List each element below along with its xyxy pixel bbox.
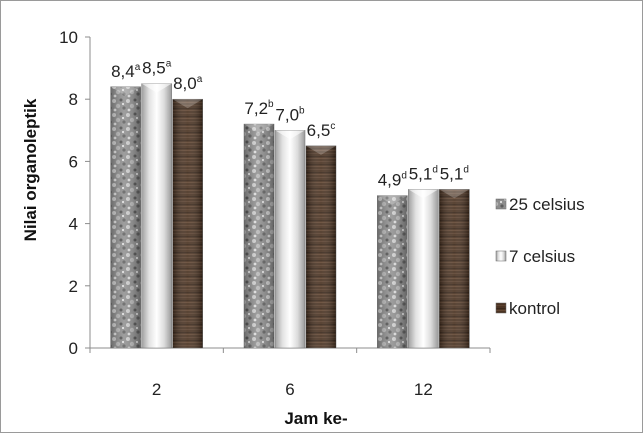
x-tick-label: 6 [285,380,294,399]
legend-swatch [495,250,507,262]
y-tick-label: 2 [69,277,78,296]
x-axis-title: Jam ke- [284,409,347,428]
significance-letter: c [330,121,335,132]
y-axis-title: Nilai organoleptik [21,98,40,241]
y-tick-label: 4 [69,215,78,234]
legend-item: kontrol [495,299,560,318]
legend-swatch [495,198,507,210]
significance-letter: a [197,74,203,85]
data-label: 8,0a [173,74,203,93]
data-label: 6,5c [307,121,336,140]
x-tick-label: 12 [414,380,433,399]
legend-label: 25 celsius [509,195,585,214]
significance-letter: d [432,164,438,175]
data-label: 5,1d [440,164,469,183]
bar [274,130,306,349]
data-label: 8,5a [142,59,172,78]
data-label: 5,1d [409,164,438,183]
significance-letter: d [401,171,407,182]
significance-letter: a [166,59,172,70]
data-label: 7,2b [244,99,274,118]
legend-swatch [495,302,507,314]
significance-letter: a [135,62,141,73]
legend: 25 celsius 7 celsius kontrol [495,195,585,318]
data-label: 4,9d [378,171,407,190]
bar [408,189,439,349]
data-label: 8,4a [111,62,141,81]
y-tick-label: 0 [69,339,78,358]
bar [305,145,337,349]
y-tick-label: 6 [69,152,78,171]
y-tick-label: 10 [59,28,78,47]
legend-label: kontrol [509,299,560,318]
significance-letter: d [463,164,469,175]
legend-item: 7 celsius [495,247,575,266]
legend-label: 7 celsius [509,247,575,266]
x-tick-label: 2 [152,380,161,399]
bar [377,195,408,349]
bar [110,86,141,349]
data-label: 7,0b [275,105,305,124]
bar [439,189,470,349]
bar [141,83,172,349]
significance-letter: b [299,105,305,116]
y-tick-label: 8 [69,90,78,109]
bar [243,123,275,349]
legend-item: 25 celsius [495,195,585,214]
bar [172,98,203,349]
significance-letter: b [268,99,274,110]
